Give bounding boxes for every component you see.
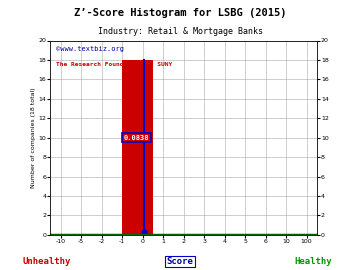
Text: Unhealthy: Unhealthy bbox=[23, 257, 71, 266]
Y-axis label: Number of companies (18 total): Number of companies (18 total) bbox=[31, 87, 36, 188]
Text: Score: Score bbox=[167, 257, 193, 266]
Text: 0.0838: 0.0838 bbox=[124, 135, 149, 141]
Text: The Research Foundation of SUNY: The Research Foundation of SUNY bbox=[56, 62, 172, 67]
Text: ©www.textbiz.org: ©www.textbiz.org bbox=[56, 46, 124, 52]
Bar bbox=[122, 60, 153, 235]
Text: Healthy: Healthy bbox=[294, 257, 332, 266]
Text: Industry: Retail & Mortgage Banks: Industry: Retail & Mortgage Banks bbox=[98, 27, 262, 36]
Text: Z’-Score Histogram for LSBG (2015): Z’-Score Histogram for LSBG (2015) bbox=[74, 8, 286, 18]
